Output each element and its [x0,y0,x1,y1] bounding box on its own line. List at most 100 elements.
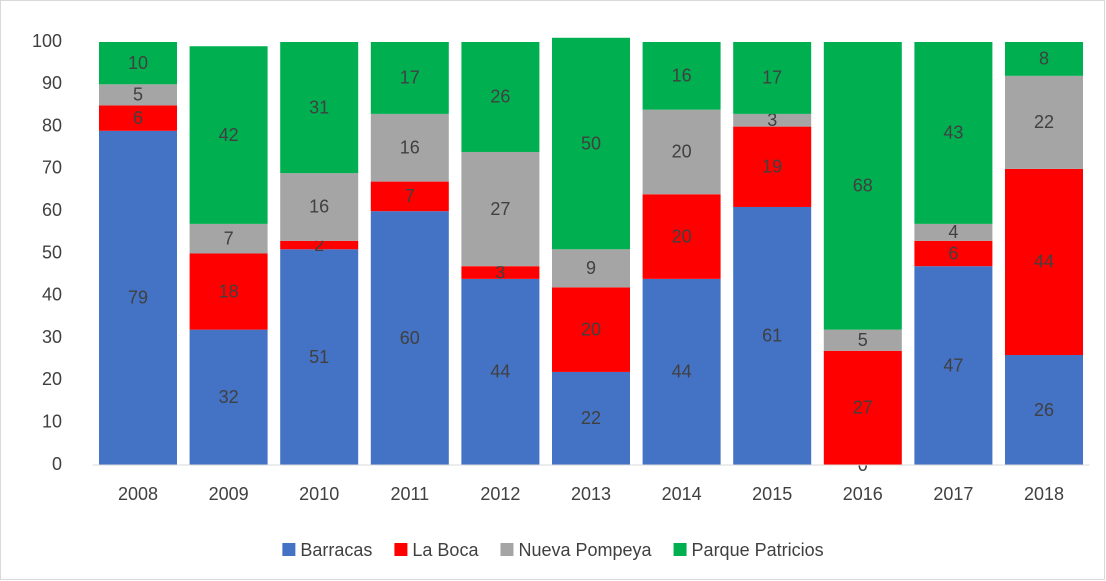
y-tick-label: 40 [42,285,62,305]
data-label: 16 [400,138,420,158]
data-label: 18 [219,281,239,301]
data-label: 20 [672,142,692,162]
legend-item: La Boca [394,540,479,560]
y-tick-label: 60 [42,200,62,220]
bar-segment [914,42,993,224]
data-label: 4 [948,222,958,242]
bar-segment [1005,355,1083,465]
data-label: 6 [133,108,143,128]
x-tick-label: 2014 [662,484,702,504]
bar-segment [914,266,993,465]
bar-segment [733,113,812,127]
data-label: 8 [1039,49,1049,69]
bar-segment [552,37,630,250]
data-label: 5 [133,85,143,105]
data-label: 44 [1034,252,1054,272]
bar-segment [642,194,721,279]
data-label: 9 [586,258,596,278]
data-label: 19 [762,157,782,177]
data-label: 60 [400,328,420,348]
bar-segment [1005,168,1083,356]
y-tick-label: 50 [42,242,62,262]
legend-item: Parque Patricios [673,540,824,560]
data-label: 43 [943,123,963,143]
bar-segment [370,113,449,182]
bar-segment [1005,42,1083,76]
bar-segment [370,42,449,114]
x-tick-label: 2016 [843,484,883,504]
data-label: 2 [314,235,324,255]
data-label: 16 [672,66,692,86]
x-tick-label: 2008 [118,484,158,504]
bar-segment [370,181,449,212]
data-label: 27 [490,199,510,219]
legend-swatch [500,543,514,556]
y-tick-label: 30 [42,327,62,347]
legend-label: Nueva Pompeya [518,540,652,560]
bar-segment [461,278,540,465]
bar-segment [99,42,177,85]
data-label: 20 [672,226,692,246]
legend-swatch [673,543,687,556]
data-label: 17 [400,68,420,88]
data-label: 68 [853,176,873,196]
data-label: 50 [581,133,601,153]
data-label: 7 [405,186,415,206]
legend-swatch [282,543,296,556]
legend-swatch [394,543,408,556]
y-tick-label: 10 [42,411,62,431]
bar-segment [733,206,812,465]
bar-segment [823,42,902,330]
bar-segment [189,46,268,224]
data-label: 32 [219,387,239,407]
bar-segment [99,130,177,465]
legend-item: Nueva Pompeya [500,540,653,560]
data-label: 42 [219,125,239,145]
data-label: 3 [495,262,505,282]
bar-segment [914,240,993,267]
data-label: 7 [224,228,234,248]
bar-segment [642,278,721,465]
data-label: 44 [672,362,692,382]
bar-segment [733,42,812,114]
x-tick-label: 2017 [933,484,973,504]
bar-segment [99,105,177,131]
data-label: 3 [767,110,777,130]
bar-segment [733,126,812,207]
bar-segment [552,371,630,465]
bar-segment [914,223,993,241]
bar-segment [280,42,359,174]
data-label: 61 [762,326,782,346]
x-tick-label: 2010 [299,484,339,504]
data-label: 26 [1034,400,1054,420]
bar-segment [461,151,540,267]
data-label: 20 [581,319,601,339]
bar-segment [189,223,268,254]
data-label: 27 [853,398,873,418]
data-label: 5 [858,330,868,350]
data-label: 16 [309,197,329,217]
bar-segment [280,249,359,465]
bar-segment [642,109,721,195]
data-label: 51 [309,347,329,367]
legend-label: Barracas [300,540,372,560]
data-label: 10 [128,53,148,73]
data-label: 22 [1034,112,1054,132]
bar-segment [189,329,268,465]
legend-label: Parque Patricios [692,540,824,560]
bar-segment [823,350,902,465]
data-label: 31 [309,97,329,117]
data-label: 44 [490,362,510,382]
x-tick-label: 2011 [390,484,429,504]
y-tick-label: 90 [42,73,62,93]
y-tick-label: 100 [32,31,62,51]
data-label: 22 [581,408,601,428]
data-label: 47 [943,355,963,375]
bar-segment [280,173,359,241]
data-label: 26 [490,87,510,107]
bar-segment [370,211,449,465]
bar-segment [461,266,540,279]
bar-segment [99,84,177,106]
x-tick-label: 2009 [209,484,249,504]
